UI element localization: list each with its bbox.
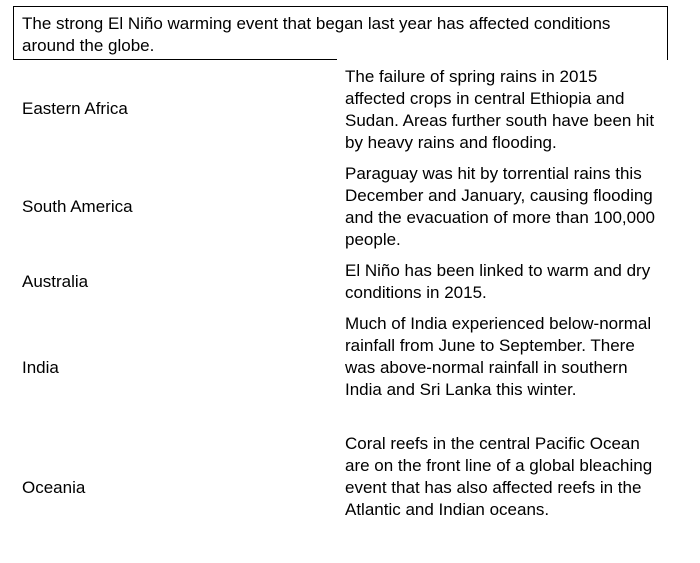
region-description-india: Much of India experienced below-normal r… (345, 314, 652, 399)
region-label-australia: Australia (22, 272, 89, 291)
region-description-south-america: Paraguay was hit by torrential rains thi… (345, 164, 656, 249)
region-label-india: India (22, 358, 59, 377)
region-label-south-america: South America (22, 197, 133, 216)
intro-box: The strong El Niño warming event that be… (13, 6, 668, 60)
region-description-eastern-africa: The failure of spring rains in 2015 affe… (345, 67, 655, 152)
region-label-eastern-africa: Eastern Africa (22, 99, 128, 118)
intro-underline (13, 59, 337, 60)
region-description-australia: El Niño has been linked to warm and dry … (345, 261, 651, 302)
intro-text: The strong El Niño warming event that be… (22, 14, 611, 55)
region-label-oceania: Oceania (22, 478, 86, 497)
region-description-oceania: Coral reefs in the central Pacific Ocean… (345, 434, 653, 519)
